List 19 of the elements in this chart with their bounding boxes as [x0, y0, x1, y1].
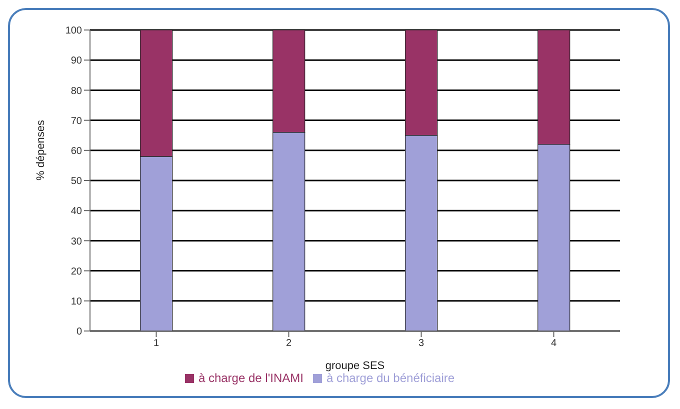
legend-label: à charge du bénéficiaire: [326, 371, 455, 385]
legend-label: à charge de l'INAMI: [198, 371, 304, 385]
x-tick-label: 2: [286, 338, 292, 350]
y-tick-label: 50: [70, 176, 82, 188]
y-tick-label: 100: [65, 26, 82, 37]
y-tick-label: 90: [70, 56, 82, 67]
x-tick-label: 1: [153, 338, 160, 350]
y-tick-label: 20: [70, 266, 82, 278]
y-tick-label: 30: [70, 236, 82, 248]
y-tick-label: 0: [76, 326, 82, 338]
x-tick-label: 4: [550, 338, 557, 350]
y-tick-label: 80: [70, 86, 82, 97]
y-axis-title: % dépenses: [34, 119, 47, 180]
x-axis-title: groupe SES: [325, 360, 385, 372]
y-tick-label: 40: [70, 206, 82, 218]
y-tick-label: 60: [70, 146, 82, 157]
y-tick-label: 10: [70, 296, 82, 308]
x-tick-label: 3: [418, 338, 424, 350]
y-tick-label: 70: [70, 116, 82, 127]
